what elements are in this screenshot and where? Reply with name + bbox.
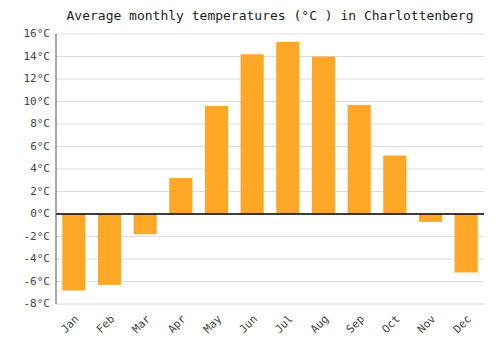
- bar: [455, 214, 478, 273]
- grid-line: [56, 56, 484, 57]
- y-tick-label: 2°C: [30, 185, 50, 198]
- bar: [312, 57, 335, 215]
- y-tick-label: -8°C: [24, 297, 51, 310]
- x-tick-label: May: [201, 312, 225, 336]
- bars: [62, 42, 478, 291]
- grid-line: [56, 169, 484, 170]
- x-tick-label: Mar: [130, 312, 154, 336]
- y-tick-label: 0°C: [30, 207, 50, 220]
- grid-line: [56, 304, 484, 305]
- x-tick-label: Jan: [58, 313, 81, 336]
- grid-line: [56, 79, 484, 80]
- bar: [98, 214, 121, 285]
- y-tick-label: 8°C: [30, 117, 50, 130]
- bar: [348, 105, 371, 214]
- y-axis-line: [56, 34, 57, 304]
- y-tick-label: 4°C: [30, 162, 50, 175]
- chart: Average monthly temperatures (°C ) in Ch…: [0, 0, 500, 350]
- chart-container: Average monthly temperatures (°C ) in Ch…: [0, 0, 500, 350]
- grid-line: [56, 214, 484, 215]
- bar: [169, 178, 192, 214]
- bar: [419, 214, 442, 222]
- x-tick-label: Aug: [308, 313, 331, 336]
- bar: [383, 156, 406, 215]
- y-tick-label: 12°C: [24, 72, 51, 85]
- y-tick-label: -6°C: [24, 275, 51, 288]
- bar: [134, 214, 157, 234]
- y-tick-label: -4°C: [24, 252, 51, 265]
- y-tick-label: -2°C: [24, 230, 51, 243]
- x-tick-label: Nov: [415, 312, 439, 336]
- baseline: [56, 213, 484, 215]
- grid-line: [56, 191, 484, 192]
- y-tick-label: 10°C: [24, 95, 51, 108]
- x-tick-label: Jul: [272, 313, 295, 336]
- title: Average monthly temperatures (°C ) in Ch…: [67, 8, 474, 23]
- bar: [276, 42, 299, 214]
- bar: [62, 214, 85, 291]
- x-tick-label: Sep: [344, 313, 367, 336]
- x-tick-label: Apr: [165, 312, 189, 336]
- y-tick-label: 16°C: [24, 27, 51, 40]
- x-tick-label: Jun: [237, 313, 260, 336]
- grid: [56, 34, 484, 304]
- y-tick-label: 14°C: [24, 50, 51, 63]
- x-tick-label: Dec: [451, 313, 474, 336]
- bar: [205, 106, 228, 214]
- bar: [241, 54, 264, 214]
- grid-line: [56, 124, 484, 125]
- x-tick-label: Oct: [379, 313, 402, 336]
- grid-line: [56, 146, 484, 147]
- x-tick-label: Feb: [94, 313, 117, 336]
- grid-line: [56, 101, 484, 102]
- y-tick-label: 6°C: [30, 140, 50, 153]
- grid-line: [56, 34, 484, 35]
